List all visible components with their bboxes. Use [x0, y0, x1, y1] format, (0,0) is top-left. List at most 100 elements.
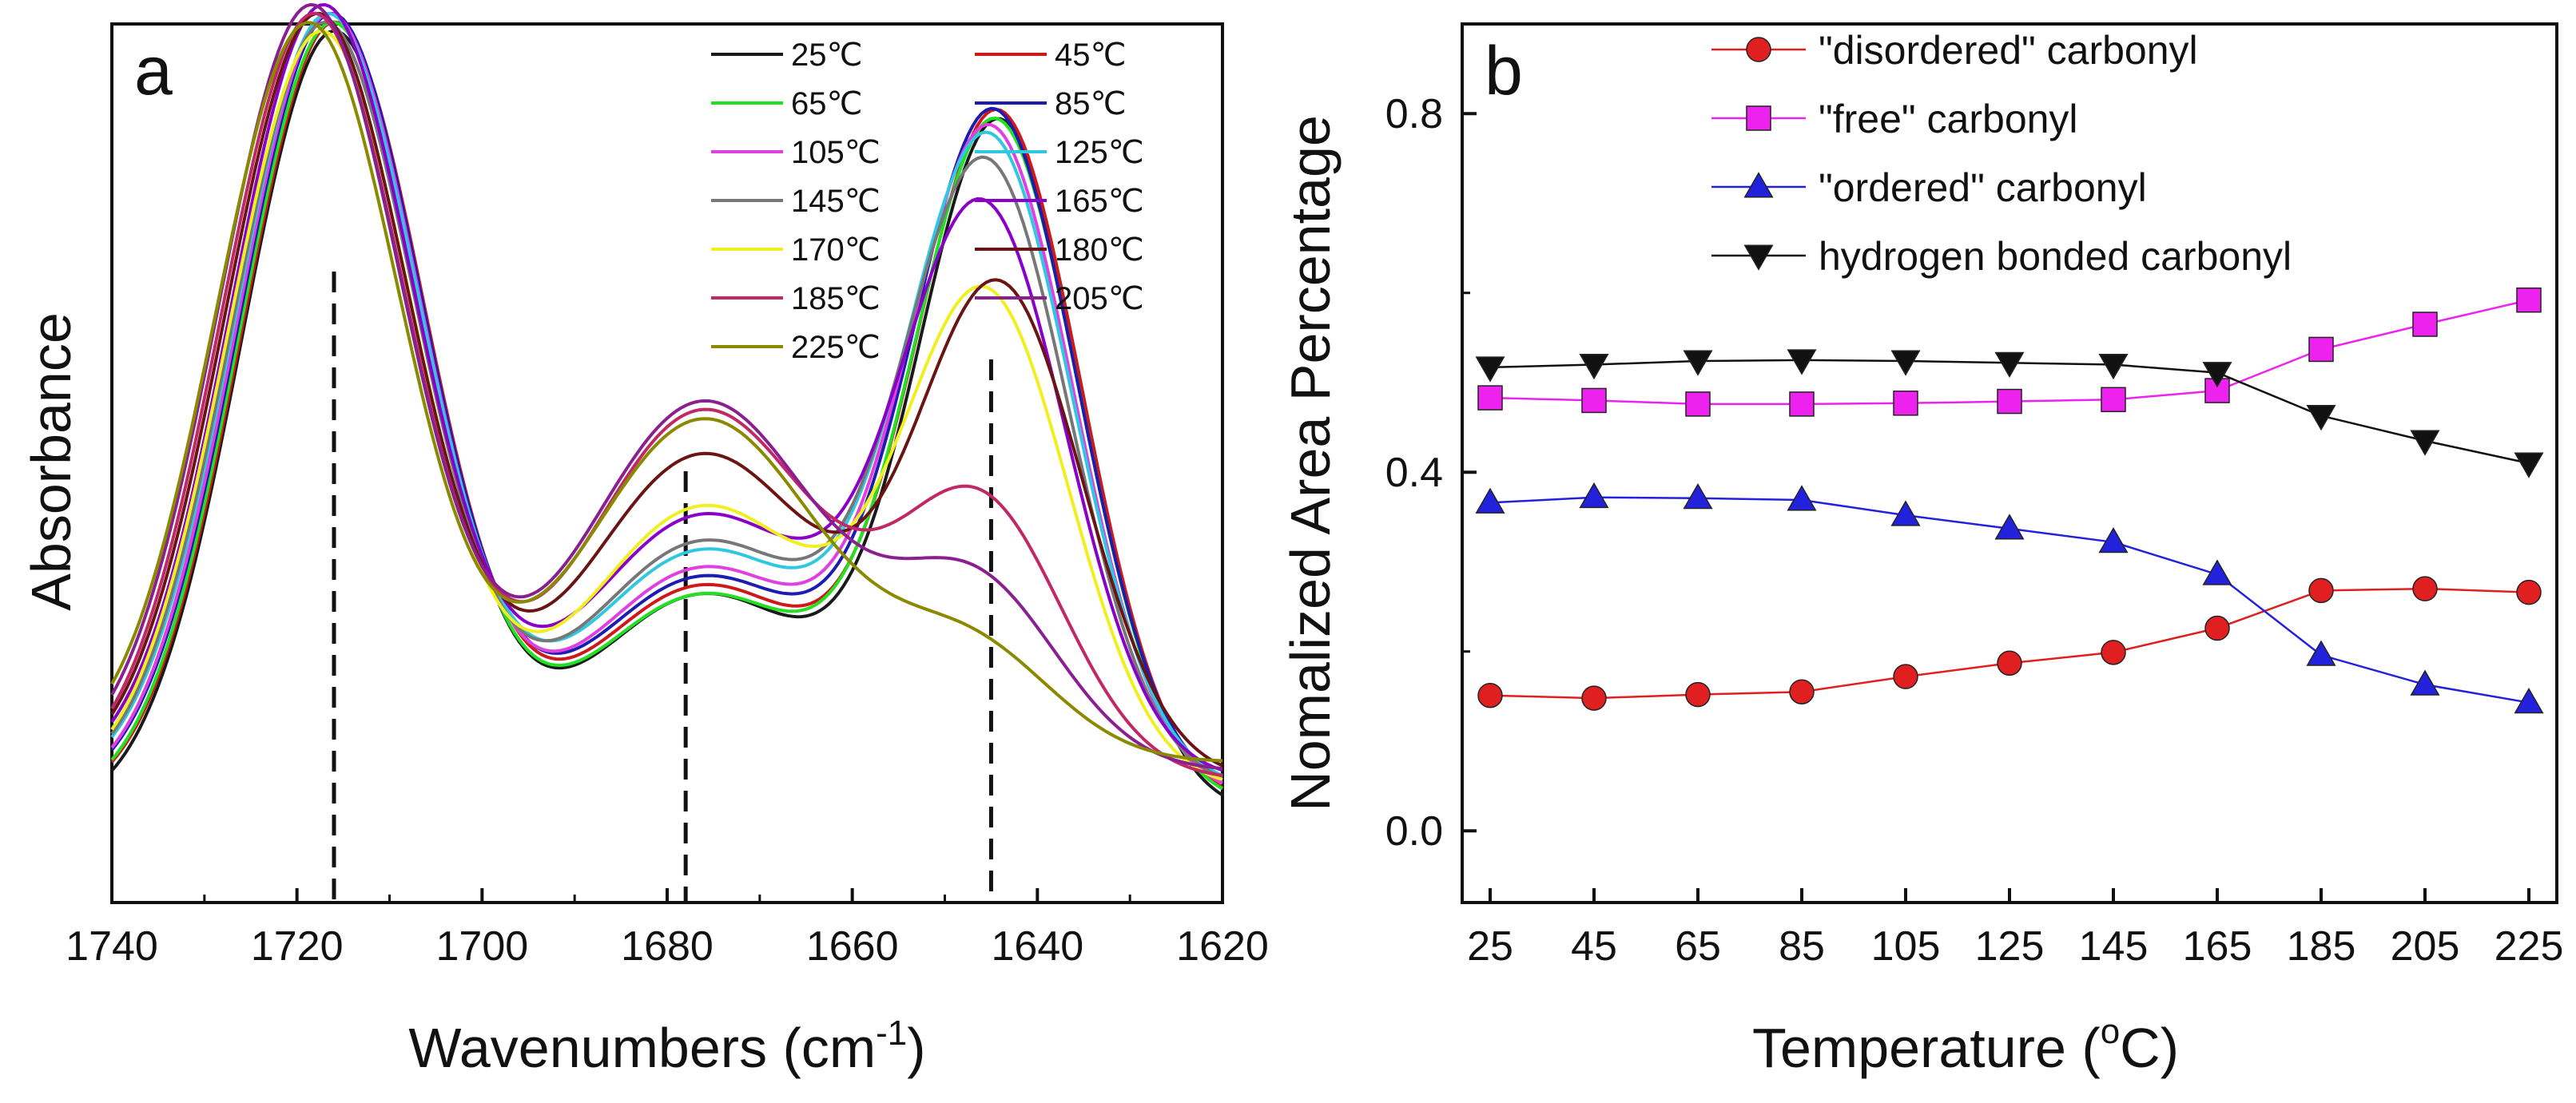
- data-point-disordered-carbonyl: [2101, 640, 2126, 665]
- legend-swatch-marker-disordered-carbonyl: [1746, 37, 1771, 62]
- data-point-ordered-carbonyl: [2202, 559, 2232, 585]
- data-point-hydrogen-bonded-carbonyl: [1475, 356, 1505, 383]
- panel-b-x-tick-label: 225: [2495, 923, 2564, 970]
- panel-b-x-tick-label: 205: [2391, 923, 2460, 970]
- panel-a-x-tick-label: 1660: [806, 923, 899, 970]
- legend-label-disordered-carbonyl: "disordered" carbonyl: [1819, 28, 2198, 73]
- panel-a-spectra: [110, 2, 1224, 797]
- data-point-disordered-carbonyl: [1581, 685, 1607, 711]
- data-point-disordered-carbonyl: [1893, 664, 1918, 689]
- legend-label-25: 25℃: [791, 38, 862, 73]
- data-point-ordered-carbonyl: [1994, 514, 2025, 540]
- legend-swatch-marker-free-carbonyl: [1746, 105, 1771, 131]
- panel-b-x-tick-label: 125: [1975, 923, 2045, 970]
- data-point-free-carbonyl: [2412, 311, 2438, 337]
- data-point-free-carbonyl: [1997, 388, 2022, 415]
- data-point-ordered-carbonyl: [1475, 487, 1505, 514]
- panel-a-x-tick-label: 1640: [991, 923, 1083, 970]
- panel-a-x-axis-title-close: ): [907, 1017, 925, 1079]
- panel-b-x-tick-label: 185: [2287, 923, 2356, 970]
- panel-b-x-tick-label: 85: [1779, 923, 1825, 970]
- legend-label-45: 45℃: [1055, 38, 1126, 73]
- data-point-ordered-carbonyl: [2306, 640, 2336, 666]
- data-point-disordered-carbonyl: [1789, 679, 1815, 704]
- panel-b-x-axis-title-close: C): [2120, 1017, 2179, 1079]
- data-point-free-carbonyl: [1477, 385, 1503, 411]
- legend-label-145: 145℃: [791, 184, 881, 219]
- legend-label-hydrogen-bonded-carbonyl: hydrogen bonded carbonyl: [1819, 234, 2292, 279]
- legend-label-ordered-carbonyl: "ordered" carbonyl: [1819, 165, 2147, 210]
- panel-a-legend: 25℃ 45℃ 65℃ 85℃ 105℃ 125℃ 145℃ 165℃ 170℃ 180℃ 185℃…: [711, 38, 1144, 365]
- panel-b-label: b: [1485, 33, 1523, 109]
- panel-b-x-tick-label: 145: [2079, 923, 2149, 970]
- panel-a-y-axis-title: Absorbance: [20, 312, 82, 611]
- data-point-hydrogen-bonded-carbonyl: [2098, 354, 2129, 380]
- data-point-disordered-carbonyl: [2308, 577, 2334, 604]
- series-disordered-carbonyl: [1477, 576, 2542, 711]
- data-point-free-carbonyl: [2308, 336, 2334, 363]
- legend-label-free-carbonyl: "free" carbonyl: [1819, 97, 2078, 141]
- data-point-ordered-carbonyl: [1579, 482, 1609, 509]
- data-point-free-carbonyl: [1685, 391, 1711, 417]
- legend-swatch-marker-hydrogen-bonded-carbonyl: [1743, 244, 1774, 271]
- panel-a-label: a: [134, 33, 173, 109]
- data-point-ordered-carbonyl: [2098, 527, 2129, 553]
- data-point-ordered-carbonyl: [1683, 483, 1713, 510]
- legend-label-105: 105℃: [791, 135, 881, 170]
- data-point-free-carbonyl: [1789, 391, 1815, 417]
- series-line-disordered-carbonyl: [1489, 587, 2530, 700]
- data-point-ordered-carbonyl: [1890, 500, 1921, 526]
- spectrum-225: [110, 21, 1223, 763]
- data-point-disordered-carbonyl: [1685, 681, 1711, 708]
- series-ordered-carbonyl: [1475, 482, 2544, 714]
- legend-label-180: 180℃: [1055, 232, 1144, 268]
- data-point-ordered-carbonyl: [2514, 687, 2544, 714]
- data-point-hydrogen-bonded-carbonyl: [1579, 354, 1609, 380]
- data-point-hydrogen-bonded-carbonyl: [1890, 350, 1921, 376]
- legend-label-125: 125℃: [1055, 135, 1144, 170]
- panel-b-y-axis-title: Nomalized Area Percentage: [1279, 115, 1342, 811]
- legend-swatch-marker-ordered-carbonyl: [1743, 172, 1774, 198]
- panel-b-series: [1475, 287, 2544, 714]
- data-point-disordered-carbonyl: [1997, 650, 2022, 676]
- panel-b-y-tick-label: 0.0: [1385, 808, 1443, 855]
- panel-b-x-tick-label: 25: [1467, 923, 1513, 970]
- panel-a-x-axis: 1740 1720 1700 1680 1660 1640 1620: [66, 888, 1269, 970]
- spectrum-170: [110, 29, 1223, 781]
- data-point-ordered-carbonyl: [2410, 669, 2440, 696]
- panel-a-x-axis-title-main: Wavenumbers (cm: [408, 1017, 876, 1079]
- series-hydrogen-bonded-carbonyl: [1475, 349, 2544, 478]
- spectrum-85: [110, 12, 1223, 783]
- data-point-free-carbonyl: [2516, 287, 2542, 313]
- data-point-hydrogen-bonded-carbonyl: [1994, 351, 2025, 379]
- panel-a-x-tick-label: 1740: [66, 923, 158, 970]
- data-point-hydrogen-bonded-carbonyl: [2306, 405, 2336, 431]
- legend-label-185: 185℃: [791, 281, 881, 316]
- legend-label-165: 165℃: [1055, 184, 1144, 219]
- spectrum-205: [110, 2, 1223, 771]
- panel-b-x-axis-title-sup: o: [2101, 1012, 2120, 1051]
- panel-a-x-tick-label: 1720: [251, 923, 344, 970]
- panel-a-x-axis-title-sup: -1: [876, 1014, 907, 1053]
- data-point-hydrogen-bonded-carbonyl: [2410, 430, 2440, 456]
- data-point-disordered-carbonyl: [2516, 579, 2542, 605]
- panel-a: 1740 1720 1700 1680 1660 1640 1620 25℃ 45℃ 65℃ 85…: [20, 2, 1269, 1079]
- data-point-disordered-carbonyl: [2204, 615, 2230, 641]
- panel-a-x-axis-title: Wavenumbers (cm-1): [408, 1014, 925, 1079]
- legend-label-205: 205℃: [1055, 281, 1144, 316]
- data-point-hydrogen-bonded-carbonyl: [1787, 349, 1817, 375]
- panel-b-x-tick-label: 105: [1871, 923, 1941, 970]
- data-point-free-carbonyl: [1893, 391, 1918, 416]
- spectrum-180: [110, 11, 1223, 768]
- panel-b-x-axis-title-main: Temperature (: [1752, 1017, 2101, 1079]
- spectrum-45: [110, 20, 1224, 789]
- panel-b-legend: "disordered" carbonyl "free" carbonyl "ord…: [1711, 28, 2292, 279]
- legend-label-85: 85℃: [1055, 86, 1126, 121]
- panel-b-x-tick-label: 65: [1675, 923, 1721, 970]
- panel-b-y-tick-label: 0.8: [1385, 91, 1443, 137]
- data-point-ordered-carbonyl: [1787, 485, 1817, 511]
- panel-b-x-tick-label: 165: [2183, 923, 2252, 970]
- panel-b-y-tick-label: 0.4: [1385, 450, 1443, 496]
- data-point-free-carbonyl: [1581, 387, 1607, 414]
